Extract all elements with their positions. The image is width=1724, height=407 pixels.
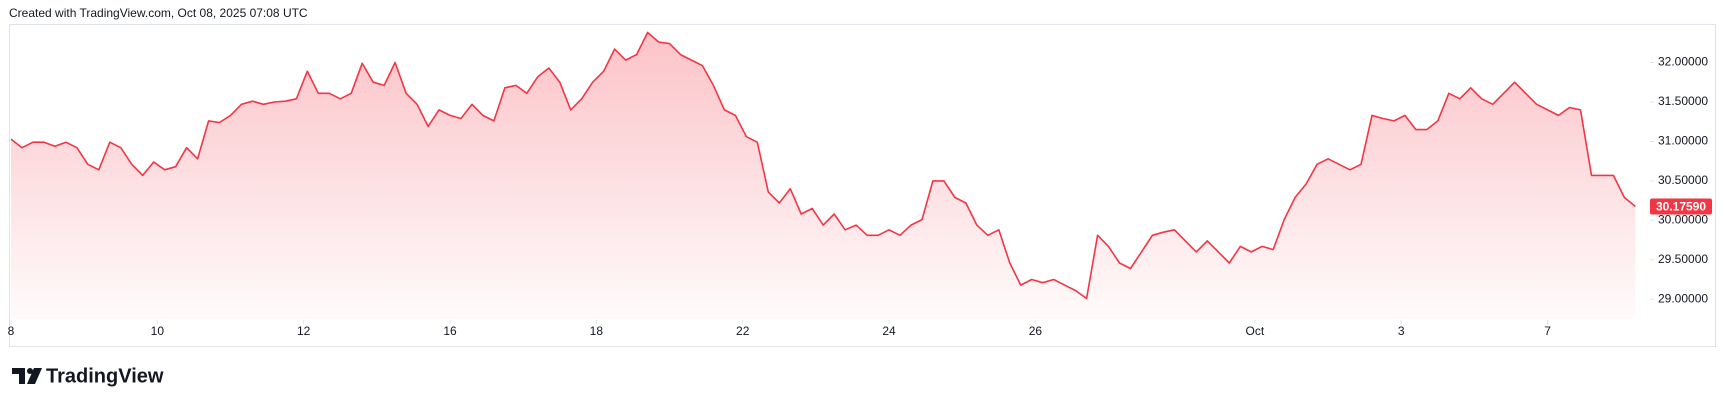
y-tick-label: 30.50000 [1658, 173, 1708, 187]
price-line [10, 31, 1636, 300]
last-price-tag [1650, 198, 1712, 215]
logo-mark [27, 368, 42, 384]
header-text: Created with TradingView.com, Oct 08, 20… [9, 6, 308, 20]
x-tick-label: 22 [736, 324, 750, 338]
x-tick-label: Oct [1246, 324, 1265, 338]
y-tick-label: 29.00000 [1658, 291, 1708, 305]
logo-dot [27, 368, 33, 374]
y-tick-label: 29.50000 [1658, 252, 1708, 266]
y-tick-label: 30.00000 [1658, 213, 1708, 227]
chart-frame [9, 24, 1716, 347]
x-tick-label: 18 [590, 324, 604, 338]
y-tick-label: 32.00000 [1658, 55, 1708, 69]
x-tick-label: 8 [8, 324, 15, 338]
x-tick-label: 12 [297, 324, 311, 338]
logo-text: TradingView [46, 365, 164, 387]
x-tick-label: 24 [882, 324, 896, 338]
last-price-label: 30.17590 [1656, 200, 1706, 214]
x-tick-label: 26 [1029, 324, 1043, 338]
x-tick-label: 3 [1398, 324, 1405, 338]
logo-mark [12, 368, 25, 384]
y-tick-label: 31.50000 [1658, 94, 1708, 108]
x-tick-label: 16 [443, 324, 457, 338]
y-tick-label: 31.00000 [1658, 134, 1708, 148]
x-tick-label: 7 [1544, 324, 1551, 338]
area-fill [11, 32, 1636, 319]
logo: TradingView [12, 365, 164, 387]
x-tick-label: 10 [151, 324, 165, 338]
